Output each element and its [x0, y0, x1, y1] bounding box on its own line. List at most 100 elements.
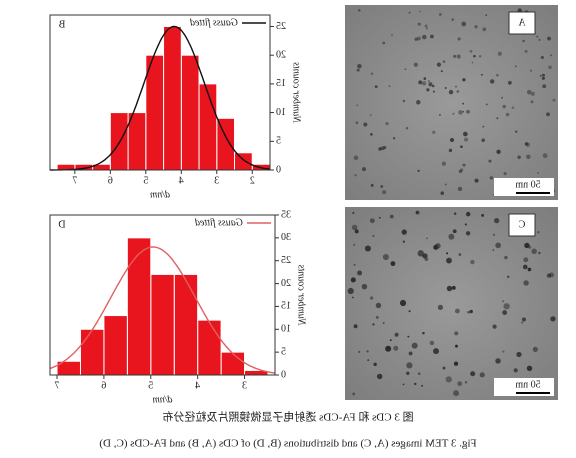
particle [408, 11, 411, 14]
particle [389, 214, 394, 219]
particle [429, 340, 435, 346]
particle [357, 63, 362, 69]
particle [413, 62, 418, 67]
particle [547, 36, 551, 41]
particle [492, 249, 495, 251]
particle [465, 231, 471, 236]
particle [455, 344, 458, 348]
particle [444, 86, 447, 89]
particle [529, 69, 532, 72]
particle [382, 253, 389, 261]
particle [404, 68, 407, 71]
particle [417, 372, 421, 376]
x-axis-label: d/nm [153, 394, 173, 405]
particle [442, 60, 446, 63]
particle [488, 159, 492, 163]
particle [460, 145, 463, 149]
scale-bar-label: 50 nm [515, 179, 541, 190]
particle [399, 299, 407, 307]
particle [496, 117, 499, 120]
particle [389, 339, 392, 342]
particle [353, 243, 356, 246]
particle [439, 13, 442, 16]
particle [548, 273, 552, 277]
particle [394, 332, 399, 337]
particle [454, 308, 460, 314]
particle [455, 85, 457, 88]
particle [437, 304, 444, 310]
particle [445, 376, 452, 383]
particle [352, 296, 354, 299]
particle [352, 392, 356, 396]
bar [234, 152, 253, 171]
particle [354, 229, 359, 234]
particle [375, 302, 382, 309]
y-tick-label: 5 [276, 136, 281, 147]
particle [405, 127, 409, 130]
particle [531, 248, 537, 254]
particle [460, 168, 464, 172]
particle [462, 163, 466, 167]
particle [370, 132, 373, 136]
particle [458, 253, 462, 256]
particle [419, 10, 421, 13]
x-tick-label: 4 [179, 175, 184, 186]
x-tick-label: 3 [214, 175, 219, 186]
particle [503, 303, 510, 310]
particle [431, 84, 435, 88]
particle [408, 310, 411, 313]
particle [481, 138, 485, 142]
particle [550, 316, 556, 322]
legend-label: Gauss fitted [189, 17, 238, 28]
particle [449, 137, 455, 143]
particle [406, 362, 413, 369]
particle [526, 89, 532, 95]
y-tick-label: 0 [276, 164, 281, 175]
particle [517, 155, 521, 159]
particle [385, 121, 389, 126]
particle [467, 310, 470, 314]
bar [163, 25, 182, 171]
particle [482, 27, 487, 32]
particle [471, 61, 474, 64]
particle [550, 54, 553, 57]
particle [372, 323, 375, 326]
particle [438, 113, 441, 116]
bar [109, 112, 129, 171]
particle [502, 104, 506, 109]
particle [402, 240, 405, 243]
particle [489, 176, 494, 180]
particle [423, 77, 427, 80]
particle [446, 285, 453, 292]
particle [456, 90, 460, 93]
bar [198, 83, 218, 171]
bar [180, 54, 200, 171]
particle [530, 91, 535, 96]
particle [537, 172, 540, 174]
particle [353, 263, 356, 266]
particle [418, 80, 423, 85]
bar [150, 273, 175, 376]
particle [402, 99, 406, 103]
scale-bar-box [494, 378, 554, 396]
y-tick-label: 25 [281, 255, 291, 266]
x-tick-label: 4 [195, 380, 200, 391]
particle [522, 264, 528, 270]
y-tick-label: 20 [281, 278, 291, 289]
y-tick-label: 0 [281, 369, 286, 380]
panel-label: D [58, 219, 65, 230]
particle [524, 49, 528, 53]
particle [538, 38, 541, 41]
particle [448, 233, 455, 240]
fit-curve [49, 246, 276, 374]
particle [382, 190, 387, 195]
particle [406, 371, 410, 375]
particle [408, 351, 413, 356]
particle [540, 55, 544, 60]
particle [536, 35, 539, 38]
particle [537, 231, 540, 234]
particle [453, 212, 457, 215]
particle [539, 74, 543, 77]
particle [492, 233, 496, 236]
particle [502, 350, 505, 353]
